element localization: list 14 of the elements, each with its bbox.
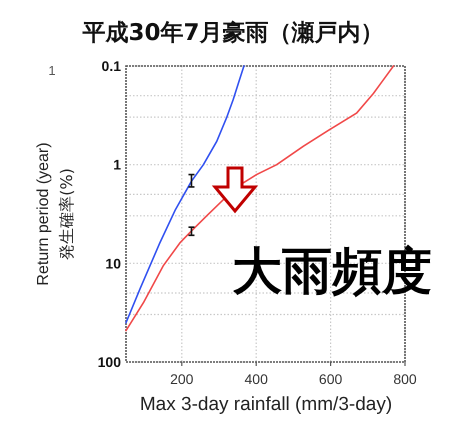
y-tick-label: 1 [113, 156, 122, 173]
text: Return period (year) [35, 142, 52, 286]
x-tick-label: 400 [244, 371, 268, 387]
text: 1 [48, 63, 56, 78]
y-axis-title: 発生確率(%) [57, 168, 76, 260]
chart-title: 平成30年7月豪雨（瀬戸内） [81, 20, 384, 46]
y-tick-label: 0.1 [102, 58, 122, 74]
x-tick-label: 800 [393, 371, 417, 387]
annotation: 大雨頻度 [232, 242, 432, 300]
y-tick-label: 10 [105, 255, 122, 272]
x-tick-label: 200 [170, 371, 194, 387]
y-tick-label: 100 [98, 354, 122, 370]
x-tick-label: 600 [318, 371, 342, 387]
x-axis-title: Max 3-day rainfall (mm/3-day) [140, 394, 392, 415]
